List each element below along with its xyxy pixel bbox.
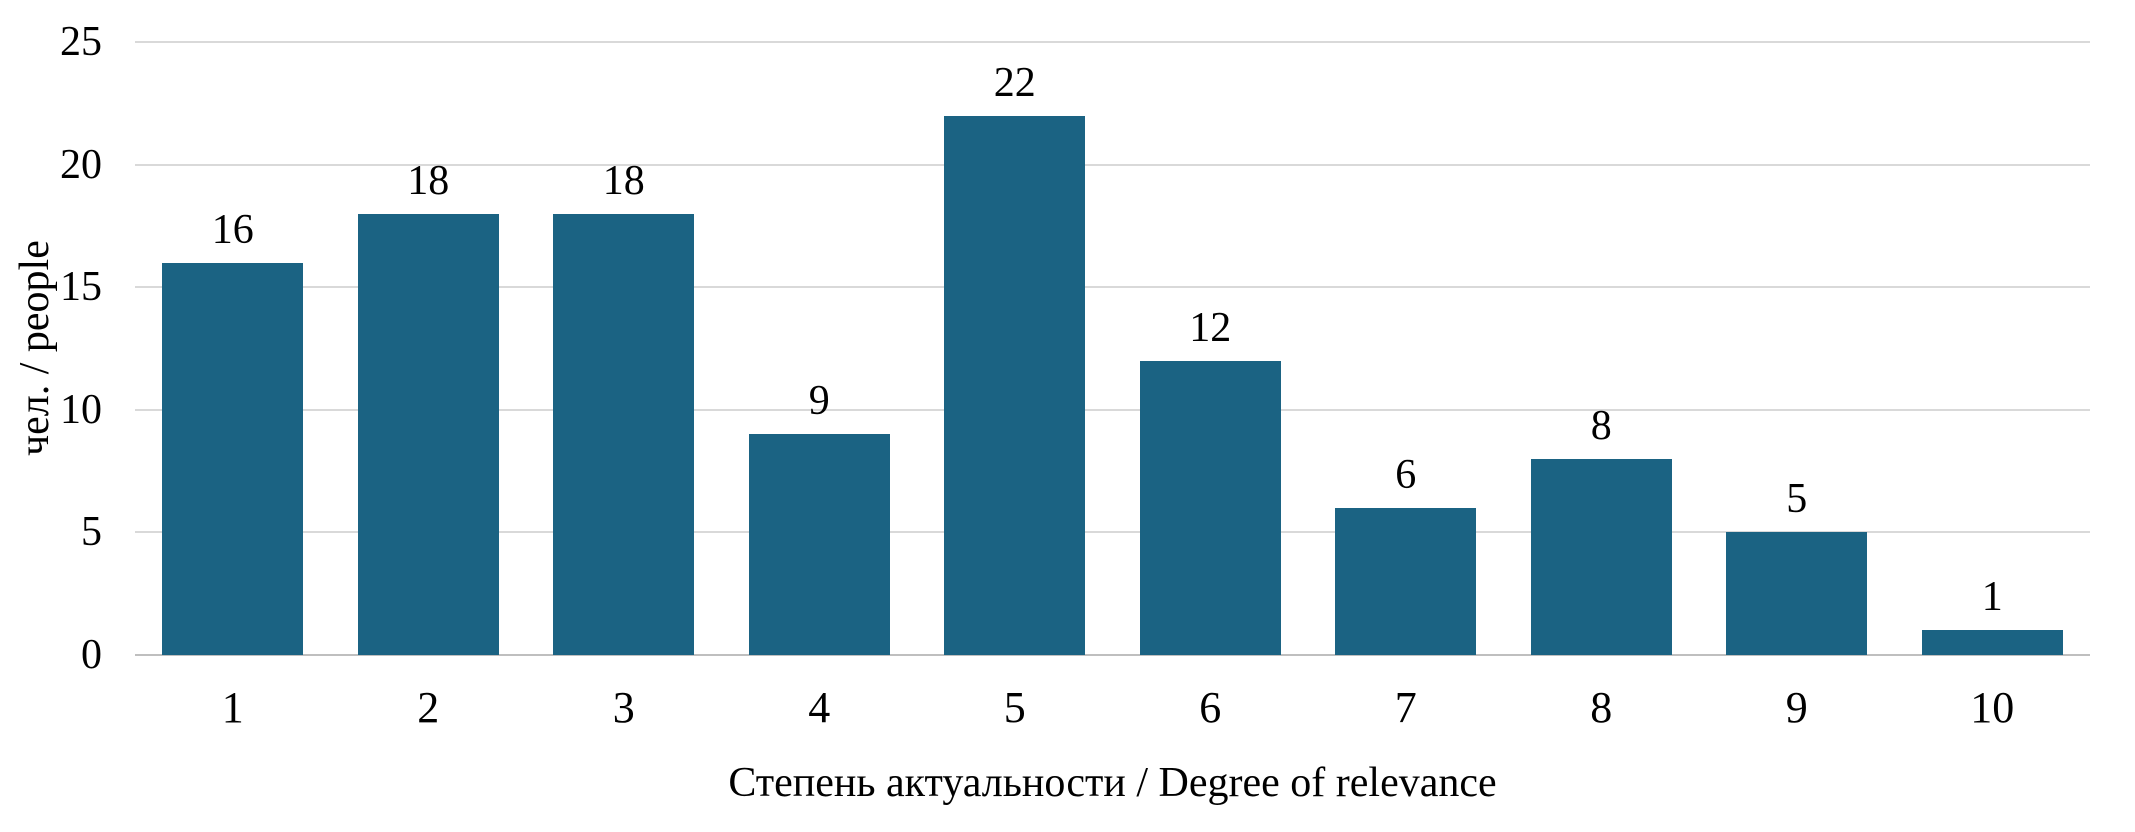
bar-value-label: 5 — [1786, 476, 1808, 523]
y-tick-label: 10 — [60, 386, 102, 433]
bar-value-label: 12 — [1189, 304, 1232, 351]
bar-slot: 5 — [1699, 42, 1895, 655]
x-tick-label: 4 — [808, 683, 831, 732]
gridline — [135, 41, 2090, 43]
bar-slot: 18 — [331, 42, 527, 655]
gridline — [135, 408, 2090, 411]
x-tick-label: 5 — [1003, 683, 1026, 732]
bar-slot: 1 — [1895, 42, 2091, 655]
bar-slot: 16 — [135, 42, 331, 655]
bar — [1530, 458, 1672, 655]
y-tick-label: 5 — [81, 509, 102, 556]
bar — [1921, 630, 2063, 655]
bar-slot: 22 — [917, 42, 1113, 655]
x-axis-line — [135, 654, 2090, 656]
x-axis-title: Степень актуальности / Degree of relevan… — [728, 760, 1497, 806]
bar — [1726, 532, 1868, 655]
x-tick-label: 6 — [1199, 683, 1222, 732]
x-tick-label: 2 — [417, 683, 440, 732]
x-tick-label: 3 — [612, 683, 635, 732]
bar-slot: 18 — [526, 42, 722, 655]
bar-value-label: 22 — [993, 59, 1036, 106]
bars-container: 16 18 18 9 22 12 6 8 5 1 — [135, 42, 2090, 655]
bar-value-label: 18 — [407, 157, 450, 204]
y-tick-label: 25 — [60, 19, 102, 65]
x-tick-label: 9 — [1785, 683, 1808, 732]
bar-slot: 9 — [722, 42, 918, 655]
bar — [1139, 360, 1281, 655]
bar — [553, 213, 695, 655]
bar-slot: 8 — [1504, 42, 1700, 655]
bar-slot: 6 — [1308, 42, 1504, 655]
x-tick-label: 10 — [1970, 683, 2015, 732]
bar-value-label: 1 — [1981, 574, 2003, 621]
bar — [944, 115, 1086, 655]
x-tick-label: 1 — [221, 683, 244, 732]
y-tick-label: 20 — [60, 141, 102, 188]
bar-slot: 12 — [1113, 42, 1309, 655]
bar — [1335, 507, 1477, 655]
gridline — [135, 286, 2090, 289]
y-tick-label: 0 — [81, 632, 102, 678]
plot-area: 16 18 18 9 22 12 6 8 5 1 — [135, 41, 2090, 656]
bar-value-label: 18 — [602, 157, 645, 204]
bar-value-label: 8 — [1590, 402, 1612, 449]
bar-value-label: 16 — [211, 206, 254, 253]
y-tick-label: 15 — [60, 264, 102, 311]
bar — [357, 213, 499, 655]
x-tick-label: 8 — [1590, 683, 1613, 732]
y-axis-tick-labels: 0 5 10 15 20 25 — [0, 21, 120, 676]
x-axis-tick-labels: 1 2 3 4 5 6 7 8 9 10 — [135, 668, 2090, 730]
x-tick-label: 7 — [1394, 683, 1417, 732]
bar — [748, 434, 890, 655]
bar — [162, 262, 304, 655]
gridline — [135, 163, 2090, 166]
gridline — [135, 531, 2090, 534]
bar-value-label: 9 — [808, 378, 830, 425]
bar-value-label: 6 — [1395, 451, 1417, 498]
